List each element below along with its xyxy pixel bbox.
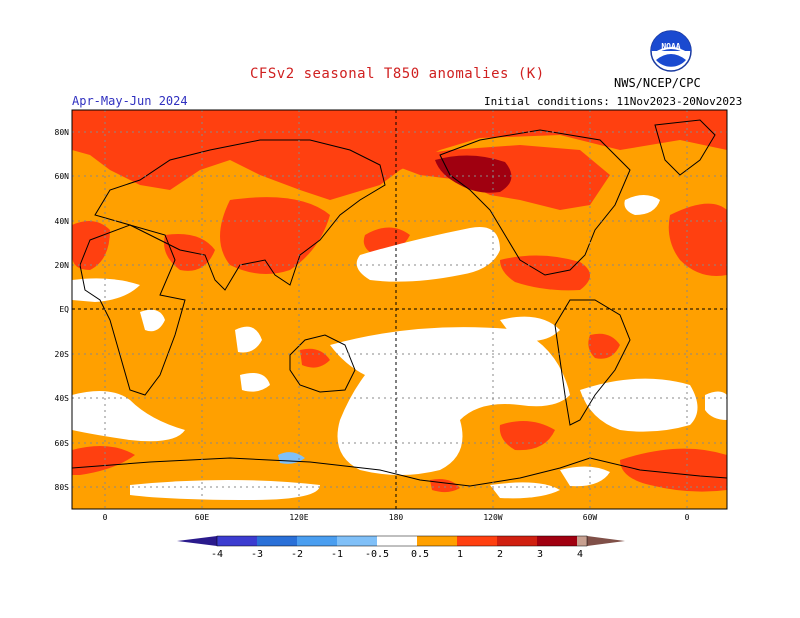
lat-label: 40N — [55, 217, 70, 226]
colorbar-swatch — [457, 536, 497, 546]
colorbar-tick-label: 4 — [577, 549, 583, 560]
colorbar-swatch — [257, 536, 297, 546]
lat-label: 20N — [55, 261, 70, 270]
colorbar: -4 -3 -2 -1 -0.5 0.5 1 2 3 4 — [177, 535, 625, 560]
colorbar-tick-label: -1 — [331, 549, 343, 560]
forecast-period: Apr-May-Jun 2024 — [72, 94, 188, 108]
map-title: CFSv2 seasonal T850 anomalies (K) — [250, 66, 545, 82]
colorbar-tick-label: -3 — [251, 549, 263, 560]
map-frame — [71, 109, 728, 510]
lat-label: 80N — [55, 128, 70, 137]
latitude-labels: 80N 60N 40N 20N EQ 20S 40S 60S 80S — [55, 128, 70, 492]
anomaly-region-central-pacific — [356, 226, 500, 282]
colorbar-swatch — [537, 536, 577, 546]
svg-text:NOAA: NOAA — [661, 42, 680, 51]
coastlines — [72, 119, 727, 487]
reference-lines — [72, 110, 727, 509]
colorbar-swatch — [337, 536, 377, 546]
colorbar-tick-label: 2 — [497, 549, 503, 560]
lon-label: 120W — [483, 513, 502, 522]
colorbar-swatch — [417, 536, 457, 546]
colorbar-swatch — [497, 536, 537, 546]
lat-label: 40S — [55, 394, 70, 403]
lon-label: 60W — [583, 513, 598, 522]
anomaly-region-south-pacific — [330, 327, 570, 475]
colorbar-tick-label: 1 — [457, 549, 463, 560]
colorbar-tick-label: -4 — [211, 549, 223, 560]
lon-label: 60E — [195, 513, 210, 522]
longitude-labels: 0 60E 120E 180 120W 60W 0 — [103, 513, 690, 522]
colorbar-swatch — [377, 536, 417, 546]
colorbar-min-arrow — [177, 536, 217, 546]
colorbar-swatch — [217, 536, 257, 546]
lon-label: 0 — [685, 513, 690, 522]
agency-label: NWS/NCEP/CPC — [614, 76, 701, 90]
colorbar-tick-label: 0.5 — [411, 549, 429, 560]
initial-conditions: Initial conditions: 11Nov2023-20Nov2023 — [484, 95, 743, 108]
noaa-logo-icon: NOAA — [650, 30, 692, 72]
colorbar-swatch — [297, 536, 337, 546]
colorbar-tick-label: 3 — [537, 549, 543, 560]
lat-label: 20S — [55, 350, 70, 359]
lon-label: 180 — [389, 513, 404, 522]
lon-label: 0 — [103, 513, 108, 522]
lon-label: 120E — [289, 513, 308, 522]
colorbar-tick-label: -0.5 — [365, 549, 389, 560]
lat-label: 80S — [55, 483, 70, 492]
colorbar-max-arrow — [587, 536, 625, 546]
lat-label: EQ — [59, 305, 69, 314]
anomaly-region-canada-max — [435, 155, 512, 193]
colorbar-swatch — [577, 536, 587, 546]
colorbar-tick-label: -2 — [291, 549, 303, 560]
lat-label: 60N — [55, 172, 70, 181]
lat-label: 60S — [55, 439, 70, 448]
